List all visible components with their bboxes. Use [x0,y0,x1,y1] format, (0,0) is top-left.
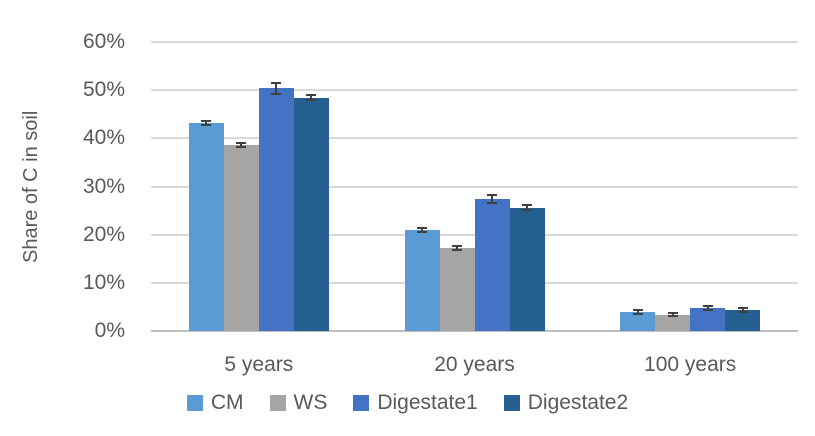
error-bar-cap [632,313,643,316]
bar-cm-1 [404,230,440,331]
error-bar-cap [201,124,212,127]
x-axis-line [151,330,798,332]
legend-swatch [186,395,203,411]
x-axis-label: 20 years [434,353,515,376]
y-tick-label: 50% [82,78,125,102]
error-bar-cap [417,231,427,234]
error-bar [240,142,243,148]
error-bar-cap [737,311,748,314]
error-bar-cap [201,119,212,122]
bar-digestate2-2 [725,310,761,331]
error-bar [706,306,709,311]
bar-digestate1-0 [258,88,294,331]
error-bar [636,310,639,315]
error-bar [671,313,674,317]
error-bar-cap [236,141,247,144]
error-bar-cap [667,312,678,315]
legend-label: WS [293,391,328,414]
error-bar [205,120,208,126]
error-bar-cap [271,81,282,84]
legend-swatch [353,395,370,411]
error-bar-cap [702,309,713,312]
legend: CM WS Digestate1 Digestate2 [0,391,815,415]
error-bar [526,205,528,211]
legend-item: CM [186,391,244,415]
legend-swatch [503,395,520,411]
gridline [151,137,798,140]
y-tick-label: 30% [82,174,125,198]
error-bar-cap [522,209,532,212]
legend-item: Digestate1 [353,391,478,415]
error-bar-cap [632,309,643,312]
error-bar [491,194,493,204]
y-tick-label: 60% [82,30,125,53]
error-bar [421,228,423,233]
legend-item: WS [269,391,328,415]
error-bar-cap [417,227,427,230]
legend-label: Digestate2 [527,391,629,414]
bar-cm-0 [188,122,224,331]
legend-label: CM [210,391,244,414]
error-bar-cap [306,94,317,97]
bar-digestate1-2 [690,308,726,331]
y-tick-label: 40% [82,126,125,150]
error-bar-cap [452,248,462,251]
x-axis-label: 100 years [644,353,737,376]
error-bar [275,82,278,94]
legend-item: Digestate2 [503,391,629,415]
error-bar-cap [452,244,462,247]
error-bar-cap [236,146,247,149]
legend-label: Digestate1 [377,391,478,414]
error-bar-cap [487,193,497,196]
y-tick-label: 10% [82,270,125,294]
error-bar [310,95,313,101]
error-bar-cap [702,305,713,308]
error-bar-cap [271,92,282,95]
y-tick-label: 20% [82,222,125,246]
error-bar [741,308,744,313]
gridline [151,185,798,188]
error-bar-cap [737,307,748,310]
gridline [151,89,798,92]
error-bar-cap [487,202,497,205]
y-tick-label: 0% [94,319,125,342]
error-bar-cap [667,315,678,318]
bar-ws-2 [655,314,691,331]
gridline [151,41,798,43]
error-bar-cap [306,99,317,102]
bar-ws-1 [439,247,475,331]
bar-digestate1-1 [474,199,510,331]
error-bar [456,245,458,250]
legend-swatch [269,395,286,411]
x-axis-label: 5 years [224,353,294,376]
bar-digestate2-0 [293,97,329,331]
error-bar-cap [522,204,532,207]
bar-cm-2 [620,312,656,331]
bar-ws-0 [223,145,259,331]
bar-digestate2-1 [509,207,545,331]
plot-area [151,41,798,332]
